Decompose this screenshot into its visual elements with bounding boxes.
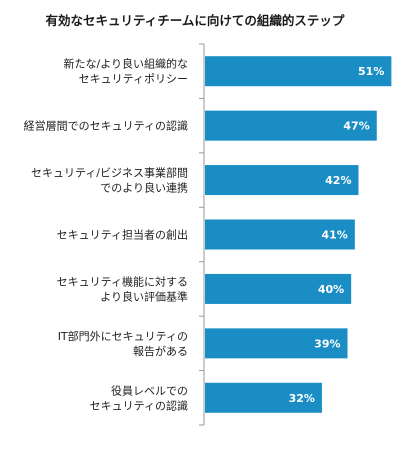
category-label: 役員レベルでのセキュリティの認識	[90, 383, 188, 412]
category-labels: 新たな/より良い組織的なセキュリティポリシー経営層間でのセキュリティの認識セキュ…	[24, 57, 188, 413]
category-label-line: より良い評価基準	[100, 289, 188, 303]
bar	[205, 328, 348, 359]
bar	[205, 110, 377, 141]
bar	[205, 382, 322, 413]
category-label-line: セキュリティの認識	[90, 398, 188, 412]
category-label-line: 役員レベルでの	[111, 383, 188, 397]
category-label: セキュリティ/ビジネス事業部間でのより良い連携	[31, 166, 188, 195]
category-label-line: 報告がある	[133, 344, 188, 358]
bar	[205, 56, 392, 87]
chart-title: 有効なセキュリティチームに向けての組織的ステップ	[46, 13, 345, 28]
bars-group	[205, 56, 392, 413]
bar-value-label: 51%	[358, 65, 384, 78]
bar-value-label: 39%	[314, 337, 340, 350]
category-label-line: セキュリティ機能に対する	[57, 274, 188, 288]
bar-value-label: 32%	[289, 392, 315, 405]
y-axis-ticks	[199, 43, 204, 426]
value-labels: 51% 47% 42% 41% 40% 39% 32%	[289, 65, 385, 405]
bar-value-label: 42%	[325, 174, 351, 187]
bar	[205, 165, 359, 196]
category-label-line: 新たな/より良い組織的な	[64, 57, 189, 71]
category-label-line: IT部門外にセキュリティの	[58, 329, 188, 343]
bar-value-label: 47%	[343, 120, 369, 133]
category-label: 新たな/より良い組織的なセキュリティポリシー	[64, 57, 189, 86]
category-label-line: セキュリティポリシー	[79, 73, 188, 86]
bar	[205, 219, 355, 250]
category-label-line: セキュリティ担当者の創出	[57, 228, 188, 242]
category-label: 経営層間でのセキュリティの認識	[24, 119, 188, 133]
category-label: セキュリティ機能に対するより良い評価基準	[57, 274, 188, 303]
bar-value-label: 40%	[318, 283, 344, 296]
category-label-line: でのより良い連携	[100, 181, 188, 195]
category-label: セキュリティ担当者の創出	[57, 228, 188, 242]
category-label-line: 経営層間でのセキュリティの認識	[24, 119, 188, 133]
bar	[205, 273, 352, 304]
category-label-line: セキュリティ/ビジネス事業部間	[31, 166, 188, 180]
category-label: IT部門外にセキュリティの報告がある	[58, 329, 188, 358]
bar-value-label: 41%	[321, 229, 347, 242]
